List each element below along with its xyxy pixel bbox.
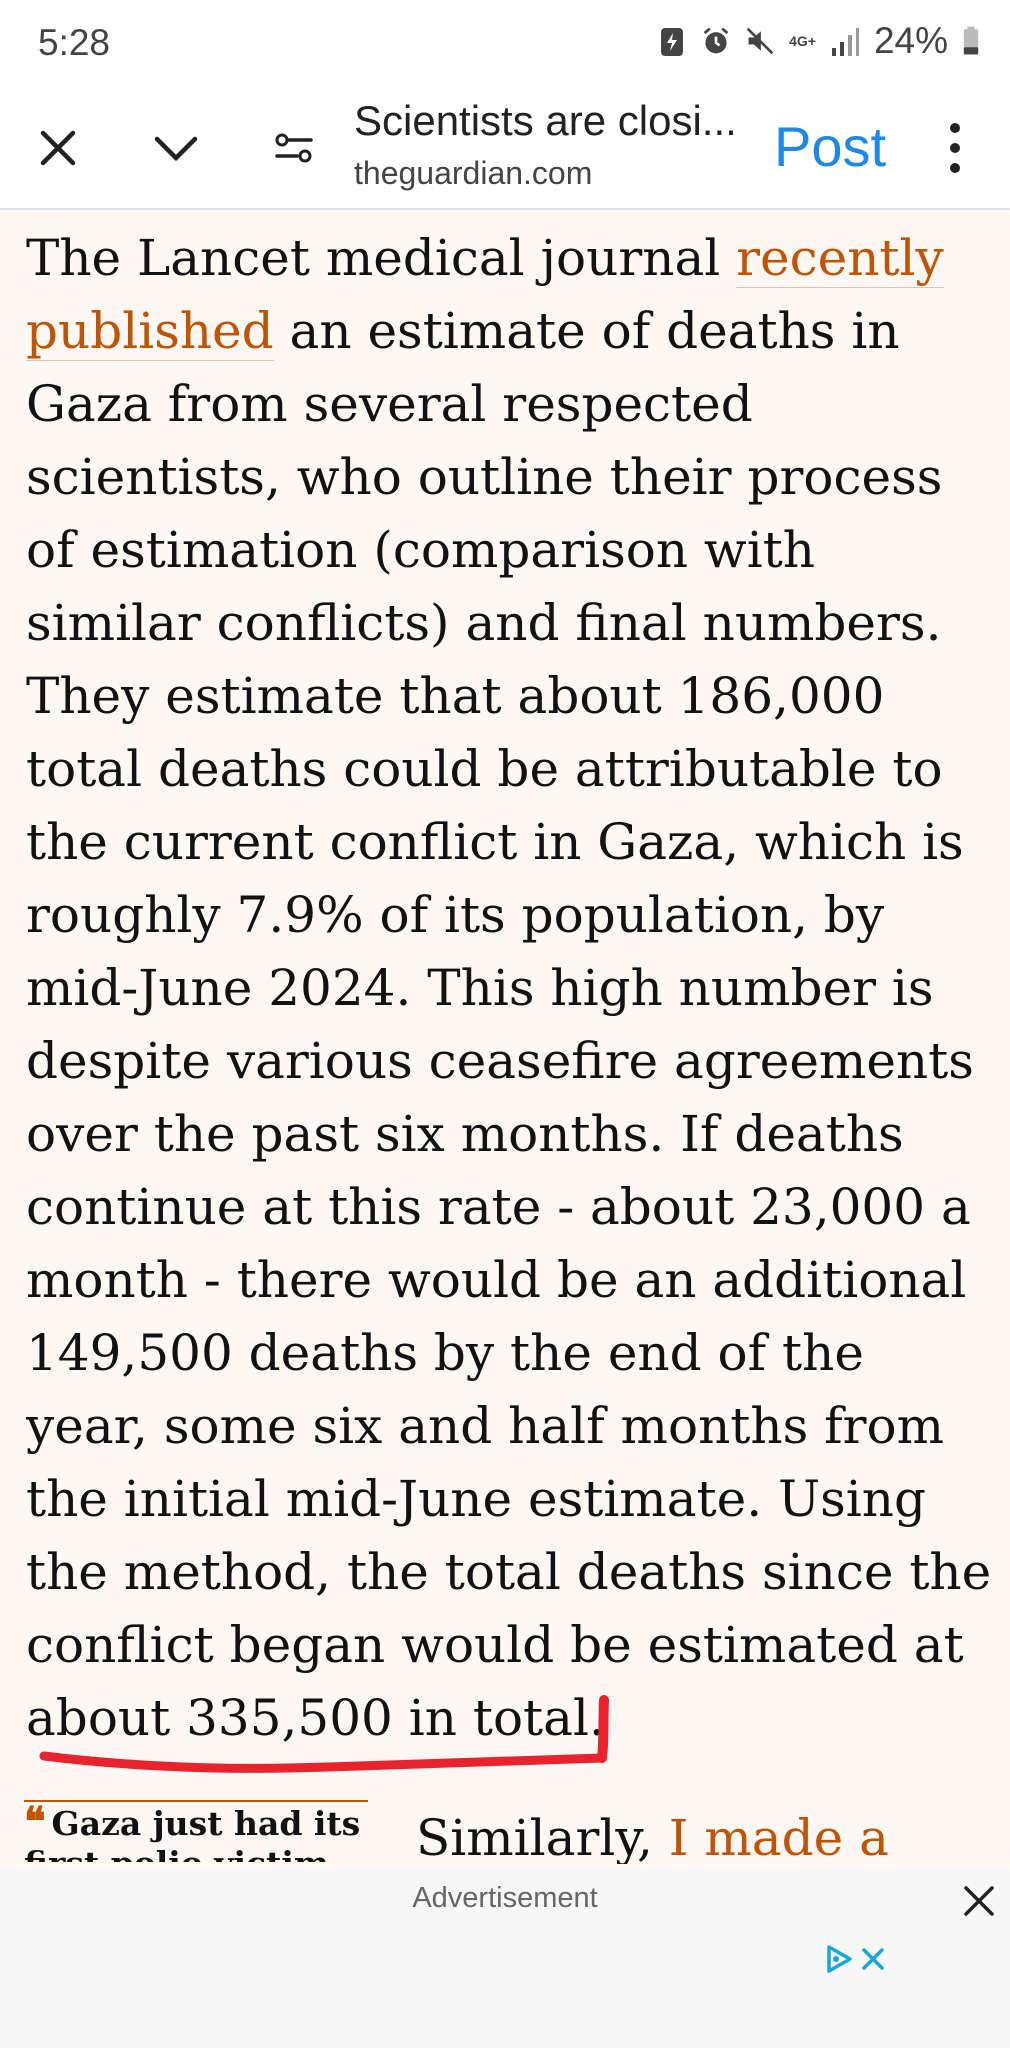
paragraph-text-start: The Lancet medical journal bbox=[26, 229, 737, 287]
status-icons: 4G+ 24% bbox=[657, 20, 980, 62]
next-paragraph-text: Similarly, bbox=[416, 1809, 669, 1864]
post-button[interactable]: Post bbox=[774, 115, 887, 178]
minimize-button[interactable] bbox=[144, 116, 208, 180]
battery-saver-icon bbox=[661, 28, 684, 56]
paragraph-text-rest: an estimate of deaths in Gaza from sever… bbox=[26, 302, 992, 1747]
pull-quote-text: Gaza just had its first polio victim in bbox=[24, 1804, 361, 1862]
quote-icon: ❝ bbox=[24, 1800, 46, 1845]
page-title: Scientists are closi... bbox=[354, 97, 737, 144]
i-made-a-link[interactable]: I made a bbox=[668, 1809, 889, 1864]
mute-icon bbox=[746, 27, 774, 55]
ad-banner[interactable]: Advertisement bbox=[0, 1868, 1010, 2048]
status-time: 5:28 bbox=[38, 22, 111, 63]
pull-quote-link[interactable]: ❝Gaza just had its first polio victim in bbox=[24, 1800, 368, 1862]
more-vert-icon[interactable] bbox=[938, 116, 972, 180]
adchoices-icon bbox=[827, 1945, 852, 1973]
recently-published-link[interactable]: recently published bbox=[26, 229, 944, 361]
browser-toolbar: Scientists are closi... theguardian.com … bbox=[0, 88, 1010, 210]
article-body: The Lancet medical journal recently publ… bbox=[26, 222, 996, 1755]
close-icon bbox=[40, 130, 76, 166]
red-underline-annotation bbox=[39, 1695, 609, 1773]
alarm-icon bbox=[703, 27, 729, 54]
next-paragraph: Similarly, I made a bbox=[416, 1802, 996, 1864]
adchoices-badge[interactable] bbox=[824, 1944, 886, 1974]
page-settings-button[interactable] bbox=[262, 116, 326, 180]
chevron-down-icon bbox=[154, 136, 198, 162]
page-title-area[interactable]: Scientists are closi... theguardian.com bbox=[354, 94, 754, 192]
ad-dismiss-icon[interactable] bbox=[860, 1946, 886, 1972]
network-4g-icon: 4G+ bbox=[789, 33, 816, 49]
battery-percent: 24% bbox=[873, 20, 948, 61]
status-bar: 5:28 4G+ 24% bbox=[0, 0, 1010, 88]
article-paragraph: The Lancet medical journal recently publ… bbox=[26, 222, 996, 1755]
close-tab-button[interactable] bbox=[26, 116, 90, 180]
ad-label: Advertisement bbox=[412, 1882, 598, 1914]
page-domain: theguardian.com bbox=[354, 154, 593, 191]
signal-icon bbox=[831, 28, 859, 56]
close-ad-icon[interactable] bbox=[962, 1884, 996, 1918]
page-settings-icon bbox=[275, 133, 313, 163]
battery-icon bbox=[963, 26, 979, 55]
